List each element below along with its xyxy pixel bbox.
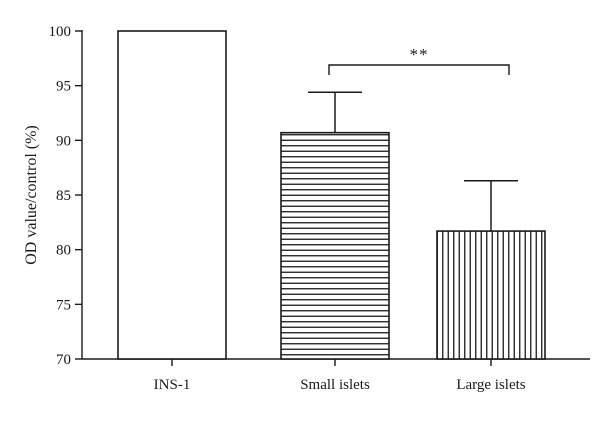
x-tick-label: Small islets	[300, 377, 370, 393]
y-tick-label: 90	[56, 133, 71, 149]
y-tick-label: 95	[56, 79, 71, 95]
bar	[280, 131, 390, 360]
y-tick-label: 75	[56, 297, 71, 313]
error-bars	[308, 91, 518, 232]
bar	[436, 230, 546, 360]
y-tick-label: 70	[56, 352, 71, 368]
significance-annotation: **	[328, 45, 510, 75]
bars	[117, 30, 546, 360]
significance-bracket	[328, 64, 510, 75]
x-tick-label: Large islets	[456, 377, 525, 393]
y-tick-label: 80	[56, 243, 71, 259]
y-axis-title: OD value/control (%)	[23, 125, 40, 265]
y-tick-label: 85	[56, 188, 71, 204]
bar	[117, 30, 227, 360]
x-tick-label: INS-1	[154, 377, 191, 393]
significance-label: **	[410, 45, 429, 64]
y-tick-label: 100	[49, 24, 72, 40]
